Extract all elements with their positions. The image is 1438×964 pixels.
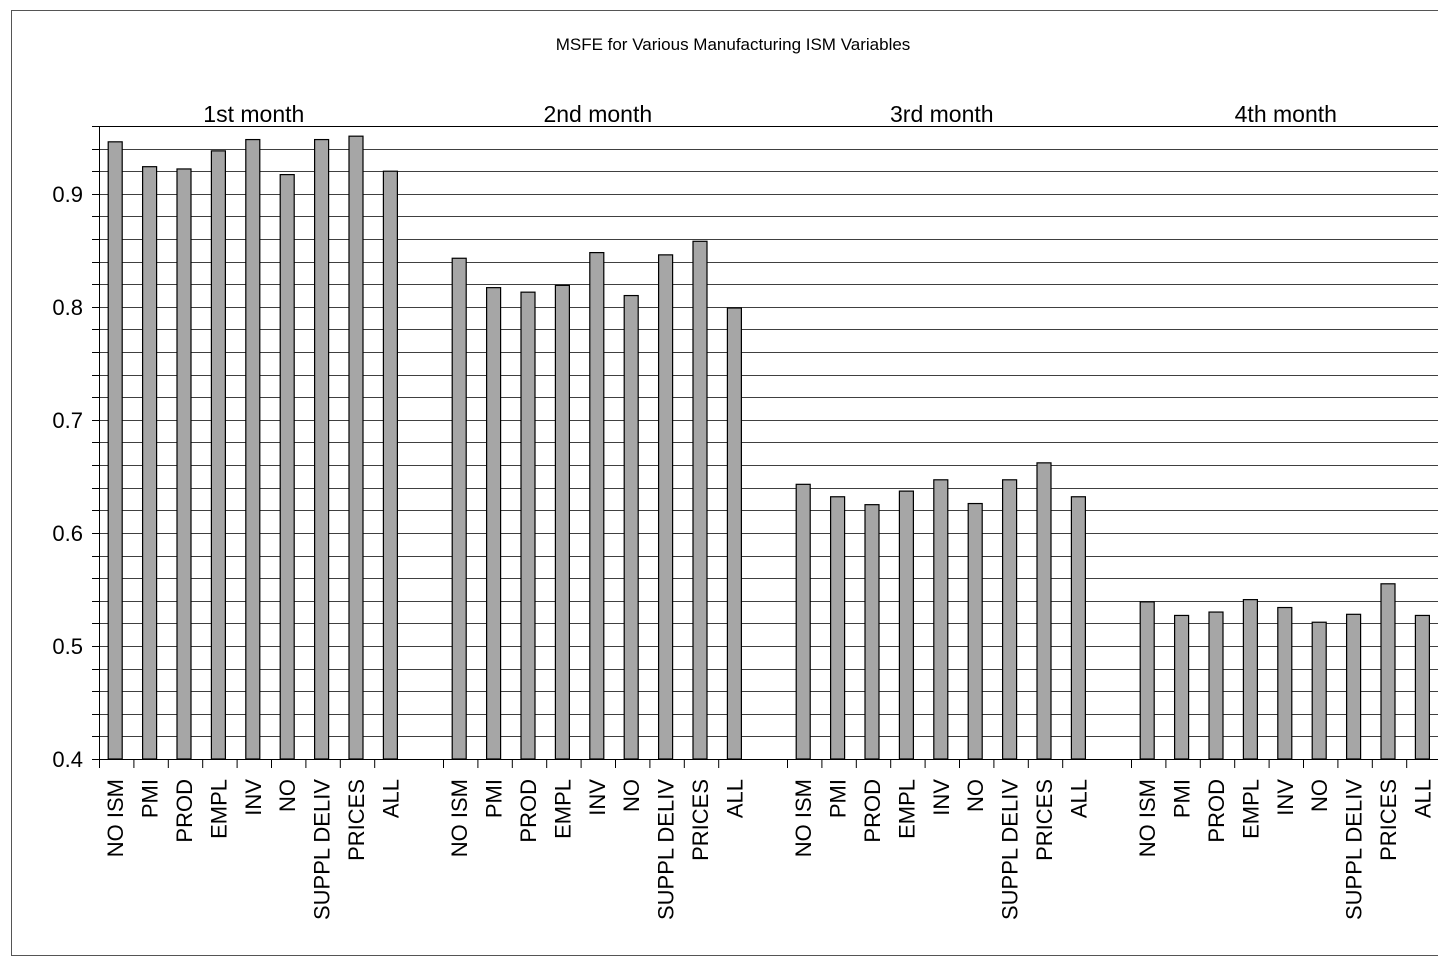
bar xyxy=(143,167,157,759)
bar xyxy=(624,296,638,759)
category-label: PROD xyxy=(1204,779,1229,843)
bar xyxy=(211,151,225,759)
chart-title: MSFE for Various Manufacturing ISM Varia… xyxy=(556,35,911,54)
category-label: NO xyxy=(275,779,300,812)
bar xyxy=(1003,480,1017,759)
category-label: PRICES xyxy=(344,779,369,861)
bar xyxy=(383,171,397,759)
category-label: EMPL xyxy=(894,779,919,839)
category-label: EMPL xyxy=(206,779,231,839)
bar xyxy=(1140,602,1154,759)
y-tick-label: 0.5 xyxy=(52,634,83,659)
bar xyxy=(246,140,260,759)
group-label: 4th month xyxy=(1235,101,1337,127)
bar xyxy=(1312,622,1326,759)
category-label: SUPPL DELIV xyxy=(998,779,1023,920)
bar xyxy=(831,497,845,759)
category-label: EMPL xyxy=(1238,779,1263,839)
y-tick-label: 0.8 xyxy=(52,295,83,320)
bar xyxy=(1175,615,1189,759)
category-label: ALL xyxy=(1410,779,1435,818)
category-label: PRICES xyxy=(1376,779,1401,861)
category-label: PMI xyxy=(138,779,163,818)
category-label: NO ISM xyxy=(103,779,128,857)
bar xyxy=(1243,600,1257,759)
category-label: INV xyxy=(1273,779,1298,816)
bar xyxy=(934,480,948,759)
category-label: PROD xyxy=(860,779,885,843)
category-label: ALL xyxy=(722,779,747,818)
y-tick-label: 0.4 xyxy=(52,747,83,772)
category-label: PRICES xyxy=(1032,779,1057,861)
bar xyxy=(1347,614,1361,759)
bar xyxy=(452,258,466,759)
bar xyxy=(727,308,741,759)
bar xyxy=(693,241,707,759)
bar xyxy=(487,288,501,759)
group-label: 3rd month xyxy=(890,101,994,127)
bar xyxy=(1278,608,1292,759)
bar xyxy=(1209,612,1223,759)
y-tick-label: 0.9 xyxy=(52,182,83,207)
bar xyxy=(899,491,913,759)
bar xyxy=(1381,584,1395,759)
category-label: SUPPL DELIV xyxy=(1342,779,1367,920)
bar xyxy=(521,292,535,759)
category-label: NO xyxy=(1307,779,1332,812)
category-label: NO ISM xyxy=(791,779,816,857)
category-label: PMI xyxy=(1170,779,1195,818)
bar xyxy=(177,169,191,759)
category-label: ALL xyxy=(1066,779,1091,818)
bar xyxy=(349,136,363,759)
category-label: PRICES xyxy=(688,779,713,861)
group-label: 2nd month xyxy=(543,101,652,127)
y-tick-label: 0.6 xyxy=(52,521,83,546)
category-label: NO ISM xyxy=(447,779,472,857)
category-label: SUPPL DELIV xyxy=(310,779,335,920)
bar xyxy=(555,285,569,759)
bar xyxy=(659,255,673,759)
bar xyxy=(280,175,294,759)
category-label: PROD xyxy=(516,779,541,843)
y-tick-label: 0.7 xyxy=(52,408,83,433)
category-label: NO ISM xyxy=(1135,779,1160,857)
category-label: NO xyxy=(963,779,988,812)
category-label: INV xyxy=(929,779,954,816)
bar xyxy=(590,253,604,759)
category-label: PMI xyxy=(482,779,507,818)
bar xyxy=(108,142,122,759)
category-label: PMI xyxy=(826,779,851,818)
bar xyxy=(968,504,982,759)
group-label: 1st month xyxy=(203,101,304,127)
category-label: PROD xyxy=(172,779,197,843)
category-label: ALL xyxy=(378,779,403,818)
category-label: EMPL xyxy=(550,779,575,839)
bar xyxy=(796,484,810,759)
bar xyxy=(315,140,329,759)
category-label: SUPPL DELIV xyxy=(654,779,679,920)
bar xyxy=(865,505,879,759)
category-label: NO xyxy=(619,779,644,812)
bar xyxy=(1071,497,1085,759)
category-label: INV xyxy=(241,779,266,816)
bar xyxy=(1037,463,1051,759)
category-label: INV xyxy=(585,779,610,816)
bar xyxy=(1415,615,1429,759)
